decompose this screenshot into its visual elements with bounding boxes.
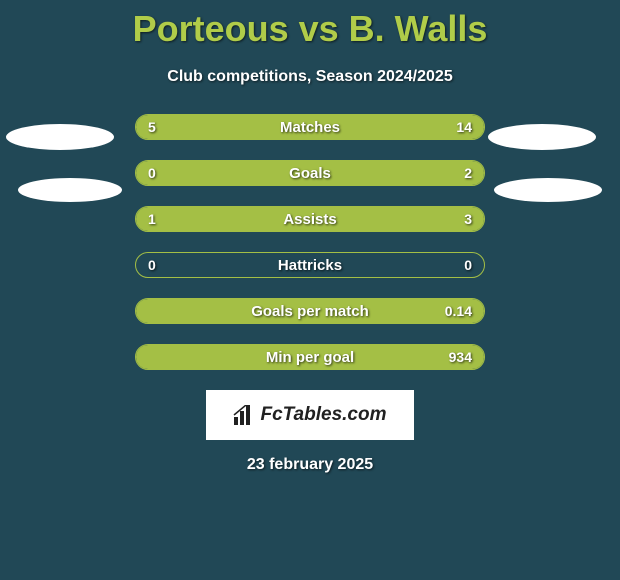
logo-text: FcTables.com <box>260 404 386 426</box>
logo-box: FcTables.com <box>206 390 414 440</box>
stat-value-left: 0 <box>148 253 156 277</box>
comparison-area: 514Matches02Goals13Assists00Hattricks0.1… <box>135 114 485 370</box>
stat-label: Hattricks <box>136 253 484 277</box>
stat-row: 02Goals <box>135 160 485 186</box>
stat-value-right: 2 <box>464 161 472 185</box>
player-left-ellipse-2 <box>18 178 122 202</box>
player-left-ellipse-1 <box>6 124 114 150</box>
stat-value-left: 0 <box>148 161 156 185</box>
bar-right <box>136 161 484 185</box>
stat-value-right: 934 <box>449 345 472 369</box>
logo: FcTables.com <box>233 404 386 426</box>
bar-right <box>228 115 484 139</box>
stat-value-right: 14 <box>456 115 472 139</box>
stat-row: 934Min per goal <box>135 344 485 370</box>
stat-row: 514Matches <box>135 114 485 140</box>
player-right-ellipse-1 <box>488 124 596 150</box>
bar-right <box>136 299 484 323</box>
stat-value-right: 3 <box>464 207 472 231</box>
player-right-ellipse-2 <box>494 178 602 202</box>
stat-value-right: 0.14 <box>445 299 472 323</box>
stat-value-left: 1 <box>148 207 156 231</box>
bar-right <box>223 207 484 231</box>
bars-icon <box>233 405 255 425</box>
stat-row: 13Assists <box>135 206 485 232</box>
stat-value-left: 5 <box>148 115 156 139</box>
page-title: Porteous vs B. Walls <box>0 0 620 50</box>
stat-row: 0 0Hattricks <box>135 252 485 278</box>
stat-value-right: 0 <box>464 253 472 277</box>
footer-date: 23 february 2025 <box>0 456 620 474</box>
stat-row: 0.14Goals per match <box>135 298 485 324</box>
competition-subtitle: Club competitions, Season 2024/2025 <box>0 68 620 86</box>
bar-right <box>136 345 484 369</box>
